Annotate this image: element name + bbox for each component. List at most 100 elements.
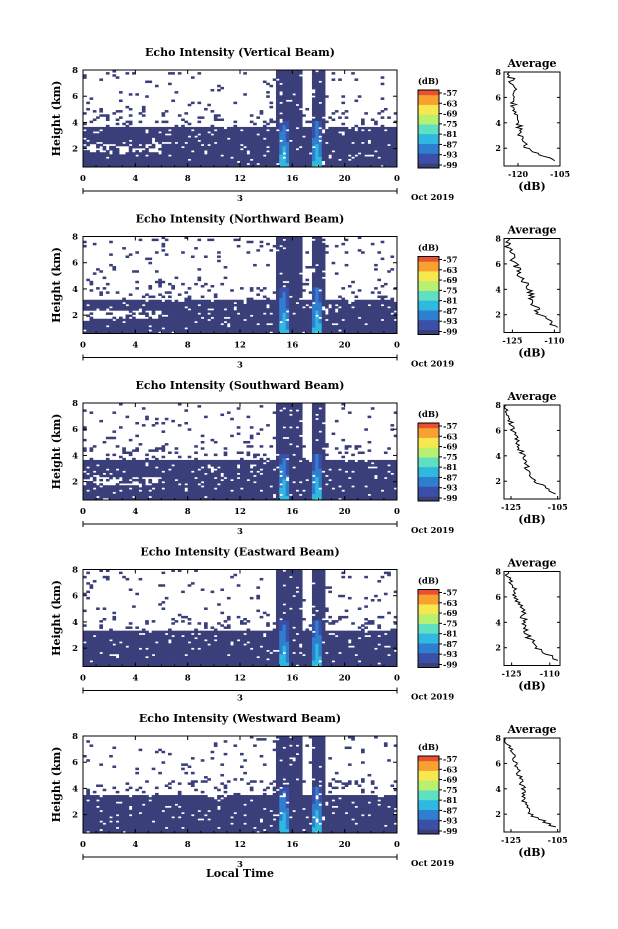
average-y-tick-label: 6 bbox=[495, 259, 501, 269]
panel-2: Echo Intensity (Southward Beam)0 4 8 12 16 20… bbox=[50, 379, 568, 537]
average-y-tick-label: 6 bbox=[495, 92, 501, 102]
heatmap bbox=[83, 236, 398, 334]
colorbar-unit: (dB) bbox=[418, 76, 439, 87]
panel-4: Echo Intensity (Westward Beam) 0 4 8 12 16 20 0… bbox=[50, 712, 568, 870]
x-tick-label: 20 bbox=[339, 674, 351, 684]
average-x-tick-label: -105 bbox=[550, 169, 570, 179]
colorbar-tick-label: -69 bbox=[443, 275, 458, 285]
y-tick-label: 6 bbox=[72, 92, 78, 102]
colorbar bbox=[417, 256, 440, 335]
heatmap bbox=[83, 70, 398, 168]
y-tick-label: 2 bbox=[72, 311, 78, 321]
date-label: Oct 2019 bbox=[411, 693, 454, 703]
average-y-tick-label: 2 bbox=[495, 310, 501, 320]
y-tick-label: 8 bbox=[72, 399, 78, 409]
colorbar-tick-label: -75 bbox=[443, 119, 457, 129]
y-tick-label: 4 bbox=[72, 618, 78, 628]
colorbar-tick-label: -81 bbox=[443, 129, 457, 139]
panel-1: Echo Intensity (Northward Beam)0 4 8 12 16 20… bbox=[50, 213, 565, 371]
heatmap bbox=[83, 569, 398, 667]
colorbar-tick-label: -81 bbox=[443, 629, 457, 639]
average-y-tick-label: 6 bbox=[495, 592, 501, 602]
colorbar-tick-label: -87 bbox=[443, 805, 457, 815]
average-y-tick-label: 8 bbox=[495, 400, 501, 410]
y-tick-label: 6 bbox=[72, 758, 78, 768]
x-tick-label: 20 bbox=[339, 507, 351, 517]
colorbar-tick-label: -99 bbox=[443, 660, 458, 670]
average-profile-line bbox=[503, 405, 556, 495]
colorbar-tick-label: -87 bbox=[443, 139, 457, 149]
y-axis-label: Height (km) bbox=[50, 247, 63, 323]
average-y-tick-label: 6 bbox=[495, 758, 501, 768]
y-tick-label: 8 bbox=[72, 233, 78, 243]
y-tick-label: 4 bbox=[72, 451, 78, 461]
x-tick-label: 8 bbox=[185, 674, 191, 684]
average-x-tick-label: -110 bbox=[544, 336, 564, 346]
colorbar-tick-label: -93 bbox=[443, 816, 458, 826]
average-frame bbox=[503, 571, 561, 666]
colorbar-tick-label: -99 bbox=[443, 826, 458, 836]
average-x-tick-label: -110 bbox=[540, 669, 560, 679]
x-tick-label: 20 bbox=[339, 840, 351, 850]
y-tick-label: 6 bbox=[72, 259, 78, 269]
x-tick-label: 12 bbox=[234, 674, 246, 684]
x-tick-label: 0 bbox=[80, 674, 86, 684]
panel-3: Echo Intensity (Eastward Beam) 0 4 8 12 16 20 0… bbox=[50, 546, 561, 704]
average-y-tick-label: 4 bbox=[495, 451, 501, 461]
colorbar-tick-label: -81 bbox=[443, 795, 457, 805]
average-y-tick-label: 4 bbox=[495, 284, 501, 294]
y-tick-label: 6 bbox=[72, 425, 78, 435]
average-x-tick-label: -125 bbox=[501, 502, 521, 512]
average-y-tick-label: 4 bbox=[495, 784, 501, 794]
y-tick-label: 8 bbox=[72, 732, 78, 742]
x-tick-label: 4 bbox=[132, 341, 138, 351]
average-y-tick-label: 2 bbox=[495, 143, 501, 153]
y-axis-label: Height (km) bbox=[50, 580, 63, 656]
colorbar bbox=[417, 422, 440, 502]
panel-title: Echo Intensity (Westward Beam) bbox=[139, 712, 341, 725]
date-label: Oct 2019 bbox=[411, 193, 454, 203]
colorbar-tick-label: -75 bbox=[443, 452, 457, 462]
panel-title: Echo Intensity (Vertical Beam) bbox=[145, 46, 335, 59]
average-frame bbox=[503, 71, 561, 167]
colorbar-tick-label: -99 bbox=[443, 493, 458, 503]
y-tick-label: 8 bbox=[72, 66, 78, 76]
average-profile-line bbox=[503, 238, 558, 328]
average-x-tick-label: -125 bbox=[502, 669, 522, 679]
average-title: Average bbox=[506, 557, 556, 570]
colorbar-tick-label: -63 bbox=[443, 431, 458, 441]
x-tick-label: 12 bbox=[234, 840, 246, 850]
colorbar-tick-label: -63 bbox=[443, 98, 458, 108]
colorbar-tick-label: -57 bbox=[443, 88, 457, 98]
day-label: 3 bbox=[237, 860, 243, 870]
colorbar-tick-label: -69 bbox=[443, 608, 458, 618]
x-tick-label: 8 bbox=[185, 174, 191, 184]
average-title: Average bbox=[506, 723, 556, 736]
x-tick-label: 4 bbox=[132, 674, 138, 684]
average-y-tick-label: 8 bbox=[495, 733, 501, 743]
colorbar bbox=[417, 589, 440, 668]
y-tick-label: 2 bbox=[72, 811, 78, 821]
y-tick-label: 8 bbox=[72, 566, 78, 576]
colorbar-tick-label: -57 bbox=[443, 421, 457, 431]
colorbar-unit: (dB) bbox=[418, 409, 439, 420]
average-frame bbox=[503, 238, 561, 333]
average-y-tick-label: 2 bbox=[495, 809, 501, 819]
average-title: Average bbox=[506, 390, 556, 403]
colorbar-tick-label: -75 bbox=[443, 285, 457, 295]
colorbar-tick-label: -93 bbox=[443, 649, 458, 659]
x-tick-label: 16 bbox=[286, 507, 298, 517]
x-tick-label: 8 bbox=[185, 341, 191, 351]
panel-title: Echo Intensity (Eastward Beam) bbox=[140, 546, 339, 559]
colorbar-tick-label: -63 bbox=[443, 265, 458, 275]
average-x-tick-label: -125 bbox=[501, 835, 521, 845]
average-y-tick-label: 4 bbox=[495, 118, 501, 128]
colorbar-tick-label: -63 bbox=[443, 764, 458, 774]
average-profile-line bbox=[504, 738, 557, 828]
colorbar-tick-label: -75 bbox=[443, 618, 457, 628]
average-y-tick-label: 8 bbox=[495, 234, 501, 244]
colorbar-tick-label: -75 bbox=[443, 785, 457, 795]
x-tick-label: 20 bbox=[339, 174, 351, 184]
average-y-tick-label: 6 bbox=[495, 425, 501, 435]
date-label: Oct 2019 bbox=[411, 859, 454, 869]
